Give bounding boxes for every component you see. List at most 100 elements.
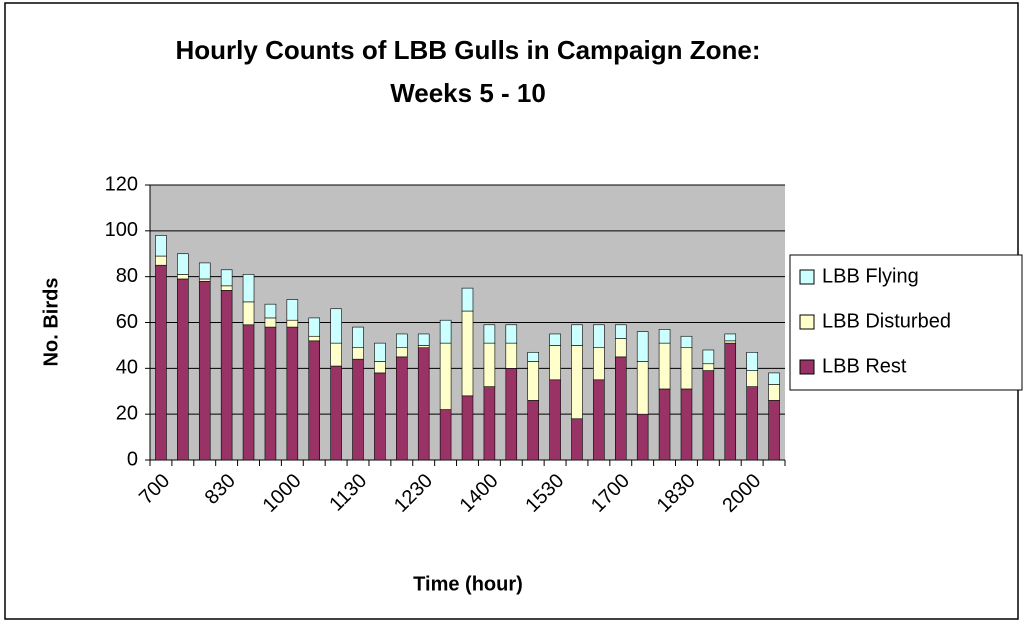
bar-segment: [155, 255, 167, 266]
bar-segment: [177, 253, 189, 275]
bar-segment: [374, 361, 386, 374]
bar-segment: [549, 345, 561, 381]
bar-segment: [615, 324, 627, 339]
legend-label: LBB Rest: [822, 355, 907, 377]
bar-segment: [264, 326, 277, 461]
bar-segment: [571, 418, 583, 461]
legend-swatch: [799, 269, 815, 285]
bar-segment: [198, 262, 211, 280]
bar-segment: [658, 329, 671, 344]
bar-segment: [680, 388, 693, 461]
bar-segment: [505, 368, 518, 461]
y-axis-label: No. Birds: [40, 278, 62, 367]
bar-segment: [220, 290, 233, 461]
bar-segment: [417, 345, 430, 349]
bar-segment: [439, 319, 452, 344]
bar-segment: [483, 342, 496, 387]
bar-segment: [483, 324, 496, 344]
y-tick-label: 60: [116, 311, 138, 333]
bar-segment: [242, 301, 255, 326]
bar-segment: [242, 274, 255, 303]
bar-segment: [571, 324, 583, 346]
bar-segment: [527, 361, 539, 401]
bar-segment: [680, 347, 693, 390]
bar-segment: [352, 326, 364, 349]
y-tick-label: 120: [105, 173, 138, 195]
bar-segment: [308, 317, 320, 337]
bar-segment: [527, 351, 539, 362]
bar-segment: [658, 342, 671, 390]
y-tick-label: 20: [116, 402, 138, 424]
legend-label: LBB Flying: [822, 265, 919, 287]
bar-segment: [702, 370, 715, 461]
bar-segment: [220, 285, 233, 291]
bar-segment: [461, 395, 474, 461]
bar-segment: [155, 264, 167, 461]
bar-segment: [636, 361, 649, 415]
bar-segment: [461, 310, 474, 397]
bar-segment: [308, 335, 320, 342]
bar-segment: [264, 317, 277, 328]
bar-segment: [352, 358, 364, 461]
bar-segment: [220, 269, 233, 287]
bar-segment: [658, 388, 671, 461]
bar-segment: [286, 326, 299, 461]
bar-segment: [549, 379, 561, 461]
bar-segment: [286, 299, 299, 321]
bar-segment: [549, 333, 561, 346]
bar-segment: [680, 335, 693, 349]
bar-segment: [396, 347, 408, 358]
bar-segment: [286, 319, 299, 328]
bar-segment: [702, 363, 715, 371]
bar-segment: [615, 338, 627, 358]
bar-segment: [746, 370, 758, 387]
legend-swatch: [799, 314, 815, 330]
y-tick-label: 100: [105, 219, 138, 241]
y-tick-label: 0: [127, 448, 138, 470]
bar-segment: [439, 409, 452, 461]
bar-segment: [242, 324, 255, 461]
bar-segment: [593, 347, 605, 381]
bar-segment: [155, 235, 167, 257]
bar-segment: [198, 280, 211, 461]
chart-title: Weeks 5 - 10: [390, 78, 546, 108]
y-tick-label: 80: [116, 265, 138, 287]
bar-segment: [198, 278, 211, 282]
bar-segment: [396, 356, 408, 461]
bar-segment: [636, 413, 649, 461]
bar-segment: [505, 342, 518, 369]
bar-segment: [593, 379, 605, 461]
legend-label: LBB Disturbed: [822, 310, 951, 332]
chart-title: Hourly Counts of LBB Gulls in Campaign Z…: [176, 35, 761, 65]
bar-segment: [724, 333, 737, 342]
bar-segment: [374, 342, 386, 362]
y-tick-label: 40: [116, 357, 138, 379]
bar-segment: [417, 347, 430, 461]
legend-swatch: [799, 359, 815, 375]
bar-segment: [768, 372, 780, 385]
bar-segment: [308, 340, 320, 461]
bar-segment: [636, 331, 649, 362]
bar-segment: [768, 384, 780, 401]
bar-segment: [264, 303, 277, 319]
bar-segment: [396, 333, 408, 349]
bar-segment: [461, 287, 474, 312]
bar-segment: [177, 274, 189, 280]
bar-segment: [330, 308, 342, 344]
bar-segment: [330, 342, 342, 367]
x-axis-label: Time (hour): [413, 573, 523, 595]
bar-segment: [746, 351, 758, 371]
bar-segment: [702, 349, 715, 365]
bar-segment: [505, 324, 518, 344]
bar-segment: [724, 340, 737, 344]
bar-segment: [615, 356, 627, 461]
bar-segment: [746, 386, 758, 461]
bar-segment: [177, 278, 189, 461]
bar-segment: [768, 400, 780, 461]
bar-segment: [417, 333, 430, 346]
bar-segment: [571, 345, 583, 420]
bar-segment: [724, 342, 737, 461]
bar-segment: [374, 372, 386, 461]
legend-box: [789, 254, 1023, 391]
